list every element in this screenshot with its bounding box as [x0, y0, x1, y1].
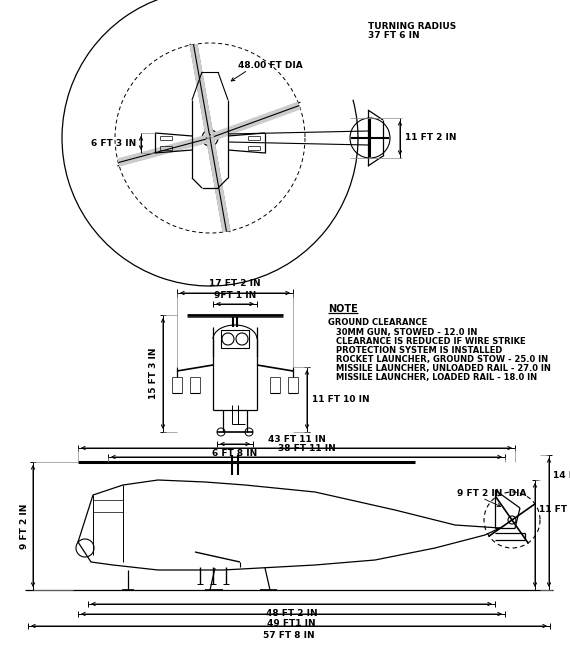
Text: 6 FT 3 IN: 6 FT 3 IN	[91, 139, 136, 147]
Text: 14 FT 1 IN: 14 FT 1 IN	[553, 470, 570, 480]
Text: 37 FT 6 IN: 37 FT 6 IN	[368, 31, 420, 40]
Text: 17 FT 2 IN: 17 FT 2 IN	[209, 279, 261, 288]
Text: 6 FT 8 IN: 6 FT 8 IN	[213, 449, 258, 458]
Text: PROTECTION SYSTEM IS INSTALLED: PROTECTION SYSTEM IS INSTALLED	[336, 346, 502, 355]
Text: MISSILE LAUNCHER, UNLOADED RAIL - 27.0 IN: MISSILE LAUNCHER, UNLOADED RAIL - 27.0 I…	[336, 364, 551, 373]
Bar	[221, 330, 249, 348]
Circle shape	[508, 516, 516, 524]
Text: 11 FT 10 IN: 11 FT 10 IN	[312, 395, 369, 404]
Text: 38 FT 11 IN: 38 FT 11 IN	[278, 444, 335, 453]
Circle shape	[202, 130, 218, 146]
Text: 9 FT 2 IN  DIA: 9 FT 2 IN DIA	[457, 489, 527, 498]
Text: 48 FT 2 IN: 48 FT 2 IN	[266, 609, 317, 618]
Text: 49 FT1 IN: 49 FT1 IN	[267, 619, 316, 628]
Text: 11 FT 2 IN: 11 FT 2 IN	[405, 133, 457, 143]
Text: MISSILE LAUNCHER, LOADED RAIL - 18.0 IN: MISSILE LAUNCHER, LOADED RAIL - 18.0 IN	[336, 373, 537, 382]
Text: 57 FT 8 IN: 57 FT 8 IN	[263, 631, 315, 640]
Text: TURNING RADIUS: TURNING RADIUS	[368, 22, 456, 31]
Text: 9FT 1 IN: 9FT 1 IN	[214, 291, 256, 300]
Text: 9 FT 2 IN: 9 FT 2 IN	[20, 504, 29, 549]
Text: NOTE: NOTE	[328, 304, 358, 314]
Text: 48.00 FT DIA: 48.00 FT DIA	[238, 61, 303, 71]
Text: CLEARANCE IS REDUCED IF WIRE STRIKE: CLEARANCE IS REDUCED IF WIRE STRIKE	[336, 337, 526, 346]
Text: GROUND CLEARANCE: GROUND CLEARANCE	[328, 318, 428, 327]
Text: 30MM GUN, STOWED - 12.0 IN: 30MM GUN, STOWED - 12.0 IN	[336, 328, 478, 337]
Text: 43 FT 11 IN: 43 FT 11 IN	[267, 435, 325, 444]
Text: ROCKET LAUNCHER, GROUND STOW - 25.0 IN: ROCKET LAUNCHER, GROUND STOW - 25.0 IN	[336, 355, 548, 364]
Text: 15 FT 3 IN: 15 FT 3 IN	[149, 348, 158, 400]
Text: 11 FT 8 IN: 11 FT 8 IN	[539, 506, 570, 514]
